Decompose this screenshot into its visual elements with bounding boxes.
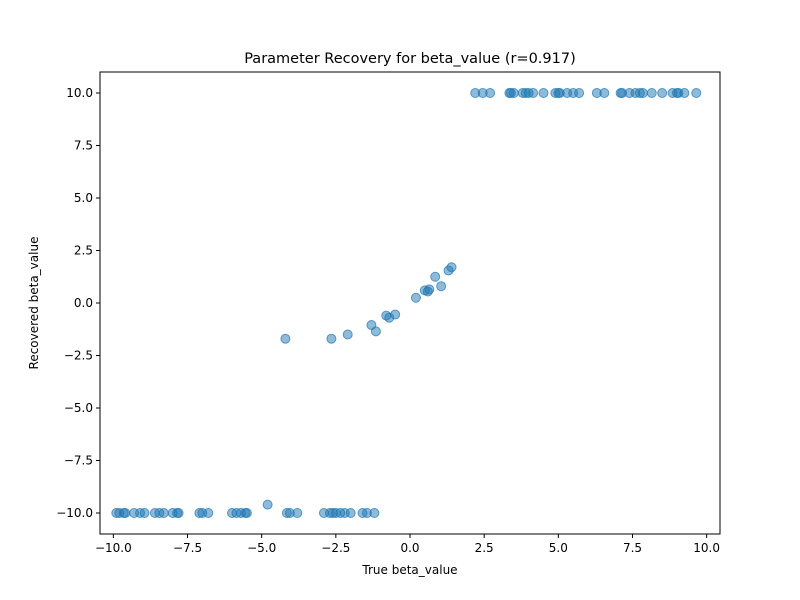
data-point <box>430 271 441 282</box>
data-point <box>646 88 657 98</box>
data-point <box>691 88 702 98</box>
chart-title: Parameter Recovery for beta_value (r=0.9… <box>244 51 576 67</box>
x-tick-label: −5.0 <box>247 541 276 555</box>
y-tick-label: 5.0 <box>74 191 93 205</box>
x-tick-label: 5.0 <box>549 541 568 555</box>
data-point <box>203 508 214 518</box>
data-point <box>679 88 690 98</box>
data-point <box>326 333 337 344</box>
data-point <box>410 292 421 303</box>
data-point <box>369 508 380 518</box>
y-tick-label: −2.5 <box>64 349 93 363</box>
data-point <box>538 88 549 98</box>
x-tick-label: −10.0 <box>95 541 132 555</box>
data-point <box>599 88 610 98</box>
x-axis-label: True beta_value <box>361 563 457 577</box>
data-point <box>241 508 252 518</box>
data-point <box>528 88 539 98</box>
x-tick-label: 2.5 <box>475 541 494 555</box>
data-point <box>370 326 381 337</box>
x-axis-ticks: −10.0 −7.5 −5.0 −2.5 0.0 2.5 5.0 7.5 10.0 <box>95 534 720 555</box>
x-tick-label: −2.5 <box>321 541 350 555</box>
x-tick-label: 10.0 <box>693 541 720 555</box>
data-point <box>485 88 496 98</box>
data-point <box>173 508 184 518</box>
data-point <box>120 508 131 518</box>
data-point <box>574 88 585 98</box>
y-tick-label: 0.0 <box>74 296 93 310</box>
y-tick-label: −5.0 <box>64 401 93 415</box>
data-point <box>436 281 447 292</box>
y-tick-label: −7.5 <box>64 454 93 468</box>
data-point <box>637 88 648 98</box>
data-point <box>424 284 435 295</box>
y-tick-label: 10.0 <box>66 86 93 100</box>
y-tick-label: 2.5 <box>74 244 93 258</box>
axes-frame <box>99 71 721 535</box>
data-point <box>390 309 401 320</box>
data-point <box>158 508 169 518</box>
x-tick-label: 0.0 <box>400 541 419 555</box>
x-tick-label: −7.5 <box>173 541 202 555</box>
points-layer <box>111 88 702 518</box>
data-point <box>139 508 150 518</box>
x-tick-label: 7.5 <box>623 541 642 555</box>
y-tick-label: 7.5 <box>74 139 93 153</box>
y-axis-label: Recovered beta_value <box>27 237 41 370</box>
data-point <box>657 88 668 98</box>
data-point <box>280 333 291 344</box>
data-point <box>345 508 356 518</box>
data-point <box>342 329 353 340</box>
data-point <box>292 508 303 518</box>
y-axis-ticks: −10.0 −7.5 −5.0 −2.5 0.0 2.5 5.0 7.5 10.0 <box>56 86 100 520</box>
data-point <box>262 499 273 510</box>
data-point <box>446 262 457 273</box>
y-tick-label: −10.0 <box>56 506 93 520</box>
data-point <box>508 88 519 98</box>
